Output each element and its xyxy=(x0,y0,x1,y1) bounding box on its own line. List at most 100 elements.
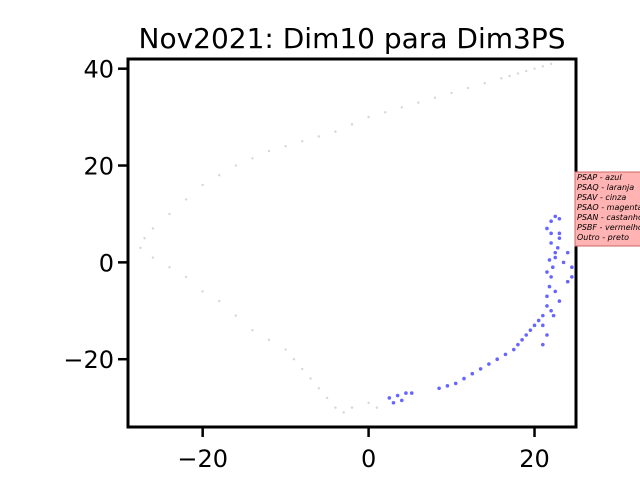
legend-box xyxy=(574,171,640,247)
legend: PSAP - azul PSAQ - laranja PSAV - cinza … xyxy=(574,171,640,247)
data-point xyxy=(495,357,499,362)
data-point xyxy=(342,411,345,414)
data-point xyxy=(550,265,555,270)
data-point xyxy=(350,406,354,409)
data-point xyxy=(267,149,271,153)
data-point xyxy=(511,347,516,352)
data-point xyxy=(533,67,536,70)
data-point xyxy=(383,111,387,114)
data-point xyxy=(462,376,466,381)
data-point xyxy=(168,266,171,269)
data-point xyxy=(317,387,321,390)
data-point xyxy=(553,289,558,294)
data-point xyxy=(201,290,204,293)
data-point xyxy=(565,250,570,255)
x-axis-ticks: −20 0 20 xyxy=(177,427,550,473)
data-point xyxy=(251,157,254,160)
data-point xyxy=(409,391,414,395)
y-tick-label: 20 xyxy=(83,153,114,181)
data-point xyxy=(549,241,553,245)
x-tick-label: 20 xyxy=(519,445,550,473)
data-point xyxy=(334,130,337,133)
data-point xyxy=(549,219,553,224)
data-point xyxy=(545,294,549,299)
data-point xyxy=(404,391,408,395)
data-point xyxy=(553,255,558,260)
data-point xyxy=(545,270,549,274)
data-point xyxy=(450,91,453,95)
data-point xyxy=(557,299,562,303)
data-point xyxy=(503,352,508,357)
data-point xyxy=(184,198,188,201)
legend-entry: PSBF - vermelho xyxy=(577,223,640,232)
data-point xyxy=(478,367,483,371)
data-point xyxy=(375,406,379,409)
data-point xyxy=(557,231,562,236)
data-point xyxy=(395,393,400,398)
data-point xyxy=(516,342,520,347)
data-point xyxy=(541,313,545,318)
data-point xyxy=(445,384,450,388)
data-point xyxy=(400,106,403,109)
legend-entry: PSAN - castanho xyxy=(577,213,640,222)
y-tick-label: 0 xyxy=(99,249,114,277)
x-tick-label: 0 xyxy=(361,445,376,473)
data-point xyxy=(547,258,552,262)
data-point xyxy=(292,358,296,361)
data-point xyxy=(532,323,537,328)
data-point xyxy=(570,275,574,279)
data-point xyxy=(536,318,541,323)
data-point xyxy=(151,256,155,259)
legend-entry: PSAO - magenta xyxy=(577,203,640,212)
axes-frame xyxy=(126,57,578,429)
data-point xyxy=(520,338,524,342)
data-point xyxy=(234,314,238,317)
data-point xyxy=(541,323,545,328)
data-point xyxy=(317,135,321,138)
legend-entry: PSAV - cinza xyxy=(577,193,626,202)
data-point xyxy=(470,371,475,376)
data-point xyxy=(483,82,486,85)
data-point xyxy=(367,401,370,404)
data-point xyxy=(557,216,562,221)
data-point xyxy=(561,260,566,265)
data-point xyxy=(524,333,529,337)
data-point xyxy=(399,398,404,403)
legend-entry: Outro - preto xyxy=(577,233,629,242)
data-point xyxy=(367,115,370,119)
data-point xyxy=(508,74,511,78)
data-point xyxy=(549,308,553,313)
data-point xyxy=(350,123,354,126)
data-point xyxy=(168,212,171,216)
data-point xyxy=(549,62,553,66)
data-point xyxy=(143,236,146,240)
data-point xyxy=(391,400,396,405)
data-point xyxy=(301,367,304,371)
data-point xyxy=(570,265,574,270)
x-tick-label: −20 xyxy=(177,445,228,473)
data-point xyxy=(557,236,562,240)
y-axis-ticks: 40 20 0 −20 xyxy=(63,56,128,374)
data-point xyxy=(139,246,142,250)
chart-title: Nov2021: Dim10 para Dim3PS xyxy=(139,22,566,55)
data-point xyxy=(553,250,558,255)
data-point xyxy=(234,164,238,167)
data-point xyxy=(284,144,287,148)
data-point xyxy=(325,396,329,400)
data-point xyxy=(309,377,312,380)
data-point xyxy=(545,333,549,337)
data-point xyxy=(334,406,337,409)
data-point xyxy=(549,231,553,236)
data-point xyxy=(541,342,545,347)
data-point xyxy=(565,279,570,284)
data-point xyxy=(301,140,304,143)
data-point xyxy=(184,275,188,279)
data-point xyxy=(545,226,549,231)
data-point xyxy=(267,338,271,342)
data-point xyxy=(284,348,287,351)
data-point xyxy=(251,328,254,332)
data-point xyxy=(516,72,520,75)
legend-entry: PSAQ - laranja xyxy=(577,183,634,192)
data-point xyxy=(151,227,155,230)
